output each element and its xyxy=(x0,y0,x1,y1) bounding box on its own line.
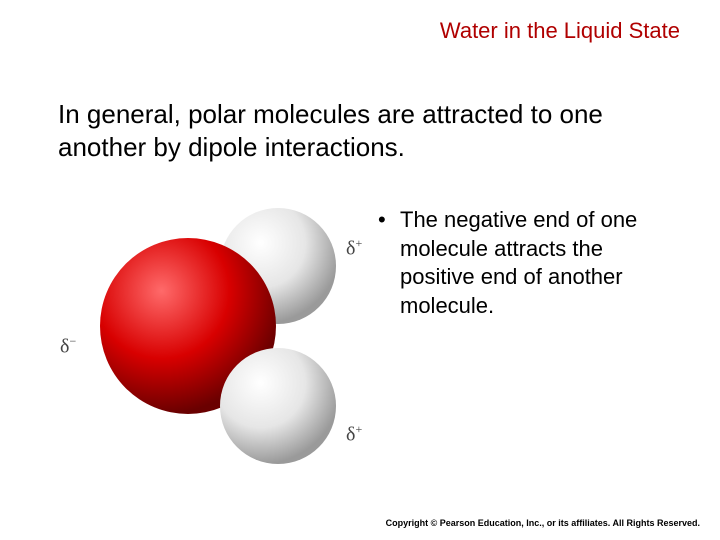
lead-text: In general, polar molecules are attracte… xyxy=(58,98,668,163)
charge-label-delta_minus: δ− xyxy=(60,334,76,359)
bullet-item: The negative end of one molecule attract… xyxy=(378,206,678,320)
water-molecule-diagram: δ+ δ− δ+ xyxy=(58,206,368,466)
charge-label-delta_plus_bot: δ+ xyxy=(346,422,362,447)
copyright-text: Copyright © Pearson Education, Inc., or … xyxy=(386,518,700,528)
bullet-list: The negative end of one molecule attract… xyxy=(378,206,678,320)
slide: { "title": { "text": "Water in the Liqui… xyxy=(0,0,720,540)
molecule-svg xyxy=(58,206,368,466)
slide-title: Water in the Liquid State xyxy=(440,18,680,44)
charge-label-delta_plus_top: δ+ xyxy=(346,236,362,261)
